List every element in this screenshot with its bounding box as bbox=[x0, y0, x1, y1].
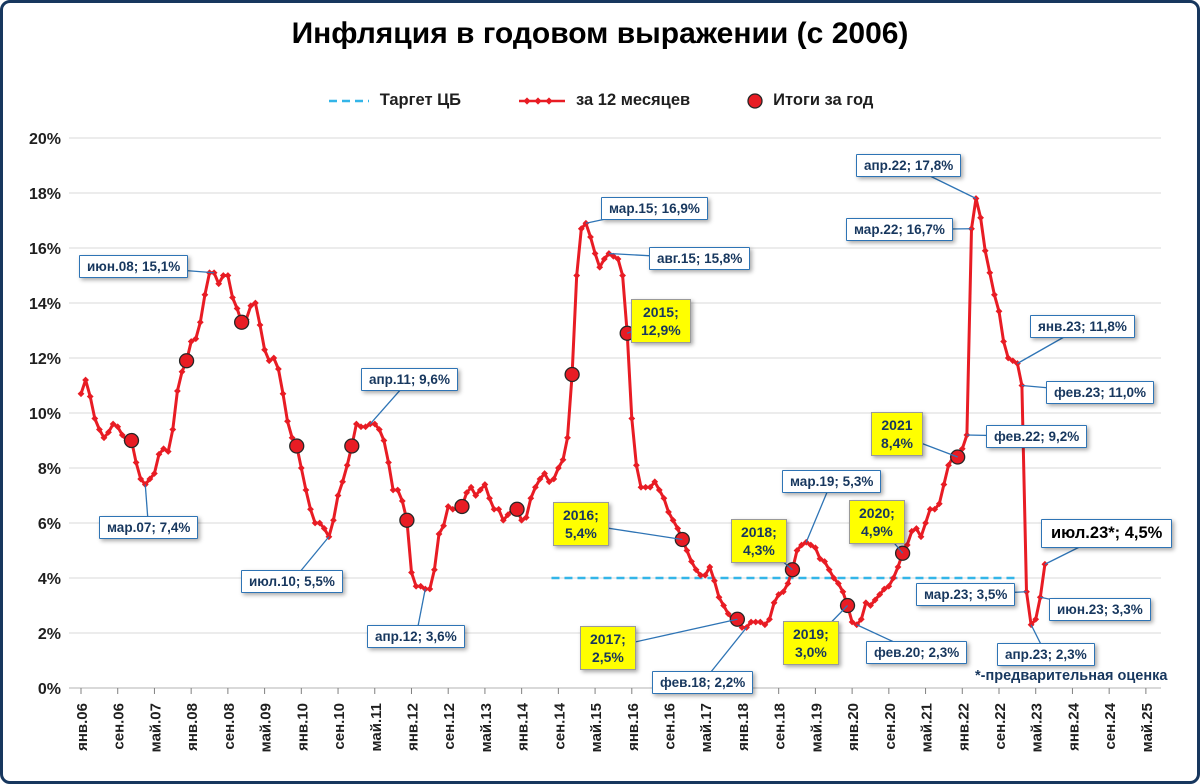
x-axis-label: май.11 bbox=[368, 703, 385, 752]
y-axis-label: 2% bbox=[38, 626, 61, 643]
year-callout: 2021 8,4% bbox=[871, 412, 923, 457]
annotation-callout: июл.23*; 4,5% bbox=[1041, 519, 1173, 548]
x-axis-label: май.23 bbox=[1029, 703, 1046, 752]
year-result-dot bbox=[178, 353, 195, 369]
x-axis-label: сен.24 bbox=[1102, 702, 1119, 749]
annotation-callout: янв.23; 11,8% bbox=[1030, 315, 1135, 338]
annotation-callout: апр.22; 17,8% bbox=[856, 154, 962, 177]
annotation-callout: мар.23; 3,5% bbox=[916, 583, 1016, 606]
x-axis-label: май.15 bbox=[588, 703, 605, 752]
x-axis-label: сен.08 bbox=[221, 703, 238, 750]
x-axis-label: янв.16 bbox=[625, 703, 642, 751]
annotation-callout: мар.19; 5,3% bbox=[782, 470, 882, 493]
year-result-dot bbox=[399, 512, 415, 528]
x-axis-label: май.09 bbox=[258, 703, 275, 752]
y-axis-label: 18% bbox=[29, 186, 61, 203]
year-callout: 2018; 4,3% bbox=[731, 519, 787, 564]
legend: Таргет ЦБ за 12 месяцев Итоги за год bbox=[3, 91, 1197, 110]
x-axis-label: янв.14 bbox=[515, 702, 532, 751]
x-axis-label: сен.10 bbox=[331, 703, 348, 750]
legend-label-series: за 12 месяцев bbox=[576, 91, 691, 109]
annotation-callout: авг.15; 15,8% bbox=[649, 247, 751, 270]
annotation-callout: мар.07; 7,4% bbox=[99, 516, 199, 539]
y-axis-label: 8% bbox=[38, 461, 61, 478]
year-callout: 2017; 2,5% bbox=[580, 626, 636, 671]
annotation-callout: апр.11; 9,6% bbox=[361, 368, 458, 391]
x-axis-label: май.19 bbox=[808, 703, 825, 752]
target-line-sample-icon bbox=[328, 99, 369, 102]
x-axis-label: май.17 bbox=[698, 703, 715, 752]
year-dot-sample-icon bbox=[747, 92, 763, 109]
y-axis-label: 12% bbox=[29, 351, 61, 368]
annotation-callout: апр.12; 3,6% bbox=[367, 625, 465, 648]
year-result-dot bbox=[233, 314, 250, 330]
y-axis-label: 6% bbox=[38, 516, 61, 533]
y-axis-label: 14% bbox=[29, 296, 61, 313]
legend-label-target: Таргет ЦБ bbox=[379, 91, 462, 109]
legend-item-yearly: Итоги за год bbox=[746, 91, 873, 110]
x-axis-label: май.21 bbox=[919, 703, 936, 752]
y-axis-label: 10% bbox=[29, 406, 61, 423]
y-axis-label: 4% bbox=[38, 571, 61, 588]
year-result-dot bbox=[454, 498, 470, 515]
annotation-callout: фев.20; 2,3% bbox=[866, 641, 968, 664]
x-axis-label: янв.06 bbox=[74, 703, 91, 751]
x-axis-label: сен.20 bbox=[882, 703, 899, 750]
x-axis-label: май.25 bbox=[1139, 703, 1156, 752]
year-callout: 2020; 4,9% bbox=[849, 500, 905, 545]
annotation-callout: фев.23; 11,0% bbox=[1046, 381, 1154, 404]
legend-item-series: за 12 месяцев bbox=[517, 91, 690, 110]
x-axis-label: сен.22 bbox=[992, 703, 1009, 750]
footnote: *-предварительная оценка bbox=[975, 668, 1168, 684]
year-result-dot bbox=[344, 438, 360, 454]
annotation-callout: фев.18; 2,2% bbox=[652, 671, 754, 694]
annotation-callout: июл.10; 5,5% bbox=[241, 570, 343, 593]
annotation-callout: апр.23; 2,3% bbox=[997, 643, 1095, 666]
legend-label-yearly: Итоги за год bbox=[773, 91, 874, 109]
annotation-callout: июн.08; 15,1% bbox=[79, 255, 189, 278]
annotation-callout: мар.22; 16,7% bbox=[846, 218, 953, 241]
x-axis-label: май.07 bbox=[147, 703, 164, 752]
x-axis-label: янв.18 bbox=[735, 703, 752, 751]
x-axis-label: янв.24 bbox=[1065, 702, 1082, 751]
x-axis-label: янв.22 bbox=[955, 703, 972, 751]
y-axis-label: 20% bbox=[29, 131, 61, 148]
x-axis-label: сен.18 bbox=[772, 703, 789, 750]
annotation-callout: мар.15; 16,9% bbox=[601, 197, 708, 220]
x-axis-label: янв.12 bbox=[404, 703, 421, 751]
chart-title: Инфляция в годовом выражении (с 2006) bbox=[291, 17, 909, 50]
x-axis-label: янв.08 bbox=[184, 703, 201, 751]
x-axis-label: май.13 bbox=[478, 703, 495, 752]
legend-item-target: Таргет ЦБ bbox=[327, 91, 461, 110]
annotation-callout: фев.22; 9,2% bbox=[986, 425, 1088, 448]
x-axis-label: сен.16 bbox=[662, 703, 679, 750]
x-axis-label: сен.14 bbox=[551, 702, 568, 749]
year-callout: 2019; 3,0% bbox=[783, 621, 839, 666]
x-axis-label: сен.06 bbox=[111, 703, 128, 750]
year-result-dot bbox=[564, 366, 580, 383]
series-line-sample-icon bbox=[519, 96, 566, 105]
line-markers bbox=[77, 195, 1049, 631]
x-axis-label: янв.10 bbox=[294, 703, 311, 751]
x-axis-label: янв.20 bbox=[845, 703, 862, 751]
year-result-dot bbox=[509, 501, 525, 517]
year-callout: 2016; 5,4% bbox=[553, 502, 609, 547]
y-axis-label: 0% bbox=[38, 681, 61, 698]
annotation-callout: июн.23; 3,3% bbox=[1049, 598, 1151, 621]
year-result-dot bbox=[123, 432, 140, 449]
year-callout: 2015; 12,9% bbox=[631, 299, 691, 344]
x-axis-label: сен.12 bbox=[441, 703, 458, 750]
year-result-dot bbox=[289, 438, 305, 454]
y-axis-label: 16% bbox=[29, 241, 61, 258]
